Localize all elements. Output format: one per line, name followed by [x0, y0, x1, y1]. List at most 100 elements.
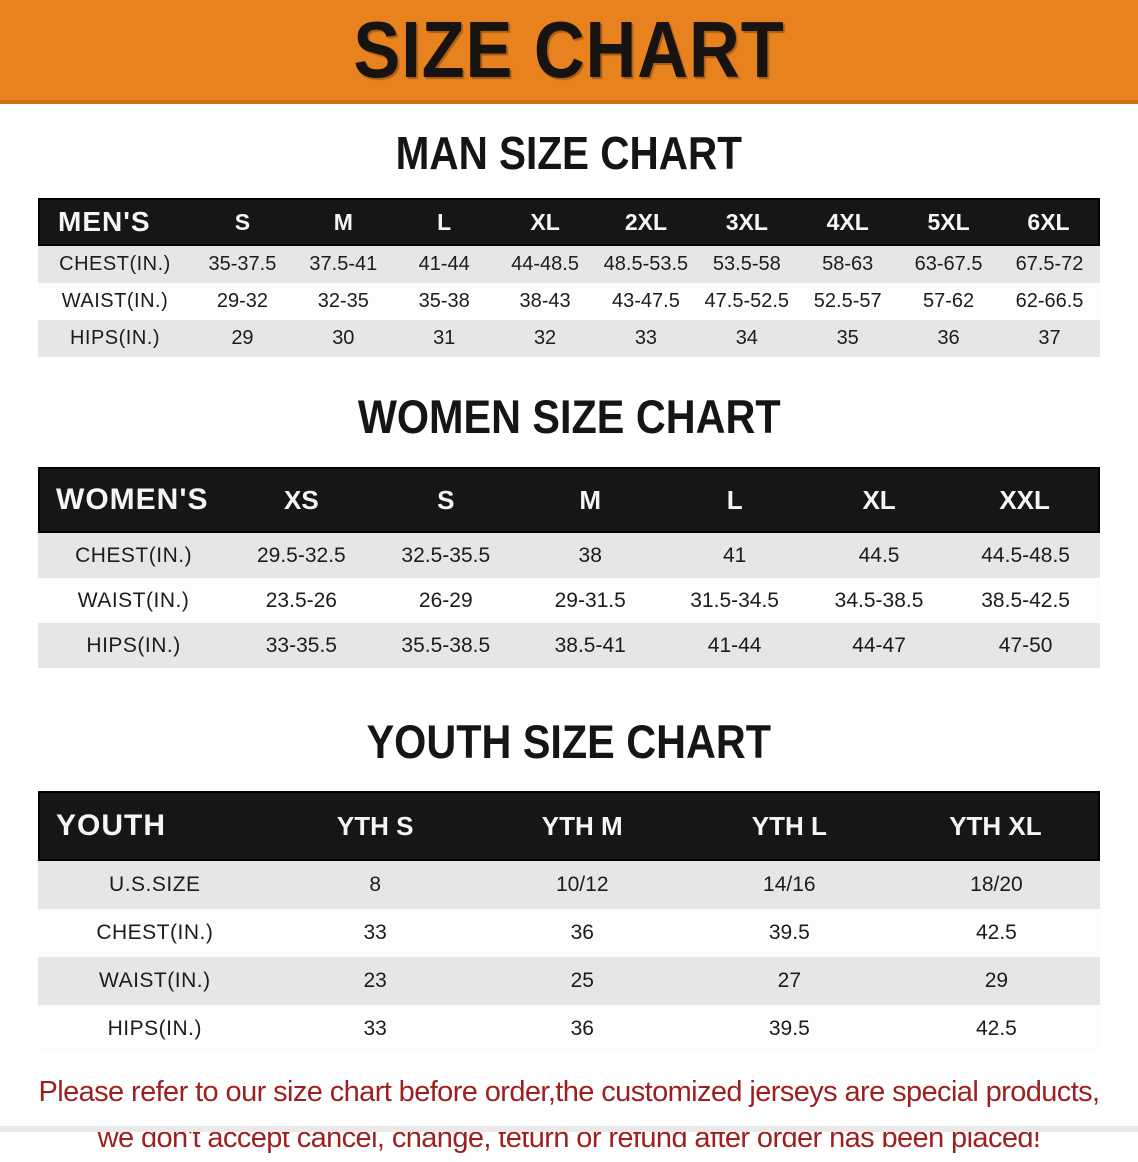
- cell: 32.5-35.5: [373, 533, 518, 578]
- cell: 62-66.5: [999, 283, 1100, 320]
- cell: 38.5-41: [518, 623, 663, 668]
- women-size-table: WOMEN'S XS S M L XL XXL CHEST(IN.) 29.5-…: [38, 467, 1100, 668]
- cell: 29: [192, 320, 293, 357]
- disclaimer-line-2: we don't accept cancel, change, teturn o…: [97, 1122, 1041, 1155]
- cell: 35: [797, 320, 899, 357]
- cell: 32-35: [292, 283, 394, 320]
- cell: 36: [478, 1005, 686, 1053]
- men-col-header: M: [292, 198, 394, 246]
- youth-chest-row: CHEST(IN.) 33 36 39.5 42.5: [38, 909, 1100, 957]
- cell: 37.5-41: [292, 246, 394, 283]
- cell: 39.5: [685, 909, 893, 957]
- cell: 38.5-42.5: [951, 578, 1100, 623]
- men-header-row: MEN'S S M L XL 2XL 3XL 4XL 5XL 6XL: [38, 198, 1100, 246]
- women-col-header: S: [373, 467, 518, 533]
- cell: 43-47.5: [595, 283, 697, 320]
- youth-section-title: YOUTH SIZE CHART: [0, 718, 1138, 765]
- women-col-header: XL: [806, 467, 952, 533]
- women-section-title-text: WOMEN SIZE CHART: [357, 390, 781, 443]
- cell: 53.5-58: [696, 246, 798, 283]
- men-col-header: 3XL: [696, 198, 798, 246]
- men-col-header: XL: [494, 198, 596, 246]
- cell: 41-44: [662, 623, 807, 668]
- row-label: CHEST(IN.): [38, 533, 230, 578]
- women-chest-row: CHEST(IN.) 29.5-32.5 32.5-35.5 38 41 44.…: [38, 533, 1100, 578]
- cell: 27: [685, 957, 893, 1005]
- cell: 35-37.5: [192, 246, 293, 283]
- men-col-header: S: [192, 198, 293, 246]
- cell: 23: [271, 957, 479, 1005]
- order-disclaimer: Please refer to our size chart before or…: [0, 1069, 1138, 1162]
- women-col-header: XS: [229, 467, 374, 533]
- youth-col-header: YTH M: [478, 791, 686, 861]
- page-title: SIZE CHART: [353, 5, 785, 94]
- row-label: HIPS(IN.): [38, 623, 230, 668]
- cell: 26-29: [373, 578, 518, 623]
- men-size-table: MEN'S S M L XL 2XL 3XL 4XL 5XL 6XL CHEST…: [38, 198, 1100, 357]
- cell: 67.5-72: [999, 246, 1100, 283]
- cell: 33: [595, 320, 697, 357]
- youth-col-header: YTH L: [685, 791, 893, 861]
- cell: 32: [494, 320, 596, 357]
- youth-section-title-text: YOUTH SIZE CHART: [366, 715, 772, 768]
- youth-size-table: YOUTH YTH S YTH M YTH L YTH XL U.S.SIZE …: [38, 791, 1100, 1053]
- cell: 33: [271, 909, 479, 957]
- women-header-label: WOMEN'S: [38, 467, 230, 533]
- cell: 30: [292, 320, 394, 357]
- cell: 42.5: [892, 1005, 1100, 1053]
- women-hips-row: HIPS(IN.) 33-35.5 35.5-38.5 38.5-41 41-4…: [38, 623, 1100, 668]
- cell: 36: [478, 909, 686, 957]
- row-label: HIPS(IN.): [38, 1005, 272, 1053]
- cell: 23.5-26: [229, 578, 374, 623]
- youth-ussize-row: U.S.SIZE 8 10/12 14/16 18/20: [38, 861, 1100, 909]
- youth-header-row: YOUTH YTH S YTH M YTH L YTH XL: [38, 791, 1100, 861]
- row-label: CHEST(IN.): [38, 246, 192, 283]
- cell: 34: [696, 320, 798, 357]
- cell: 52.5-57: [797, 283, 899, 320]
- women-col-header: XXL: [951, 467, 1100, 533]
- cell: 31.5-34.5: [662, 578, 807, 623]
- men-col-header: 5XL: [898, 198, 999, 246]
- men-chest-row: CHEST(IN.) 35-37.5 37.5-41 41-44 44-48.5…: [38, 246, 1100, 283]
- cell: 34.5-38.5: [806, 578, 952, 623]
- youth-hips-row: HIPS(IN.) 33 36 39.5 42.5: [38, 1005, 1100, 1053]
- cell: 33: [271, 1005, 479, 1053]
- cell: 14/16: [685, 861, 893, 909]
- men-waist-row: WAIST(IN.) 29-32 32-35 35-38 38-43 43-47…: [38, 283, 1100, 320]
- row-label: CHEST(IN.): [38, 909, 272, 957]
- row-label: WAIST(IN.): [38, 578, 230, 623]
- cell: 41-44: [393, 246, 495, 283]
- cell: 47-50: [951, 623, 1100, 668]
- cell: 42.5: [892, 909, 1100, 957]
- row-label: HIPS(IN.): [38, 320, 192, 357]
- cell: 29.5-32.5: [229, 533, 374, 578]
- cell: 38-43: [494, 283, 596, 320]
- page-bottom-edge: [0, 1126, 1138, 1132]
- women-col-header: L: [662, 467, 807, 533]
- cell: 37: [999, 320, 1100, 357]
- cell: 36: [898, 320, 999, 357]
- men-section-title-text: MAN SIZE CHART: [395, 127, 743, 179]
- cell: 33-35.5: [229, 623, 374, 668]
- cell: 48.5-53.5: [595, 246, 697, 283]
- women-waist-row: WAIST(IN.) 23.5-26 26-29 29-31.5 31.5-34…: [38, 578, 1100, 623]
- cell: 38: [518, 533, 663, 578]
- men-col-header: L: [393, 198, 495, 246]
- cell: 44.5-48.5: [951, 533, 1100, 578]
- youth-col-header: YTH XL: [892, 791, 1100, 861]
- men-col-header: 4XL: [797, 198, 899, 246]
- cell: 8: [271, 861, 479, 909]
- cell: 29: [892, 957, 1100, 1005]
- cell: 35.5-38.5: [373, 623, 518, 668]
- cell: 44.5: [806, 533, 952, 578]
- cell: 25: [478, 957, 686, 1005]
- women-col-header: M: [518, 467, 663, 533]
- cell: 10/12: [478, 861, 686, 909]
- cell: 58-63: [797, 246, 899, 283]
- men-col-header: 6XL: [999, 198, 1100, 246]
- men-hips-row: HIPS(IN.) 29 30 31 32 33 34 35 36 37: [38, 320, 1100, 357]
- row-label: U.S.SIZE: [38, 861, 272, 909]
- youth-waist-row: WAIST(IN.) 23 25 27 29: [38, 957, 1100, 1005]
- cell: 57-62: [898, 283, 999, 320]
- disclaimer-line-1: Please refer to our size chart before or…: [38, 1076, 1100, 1108]
